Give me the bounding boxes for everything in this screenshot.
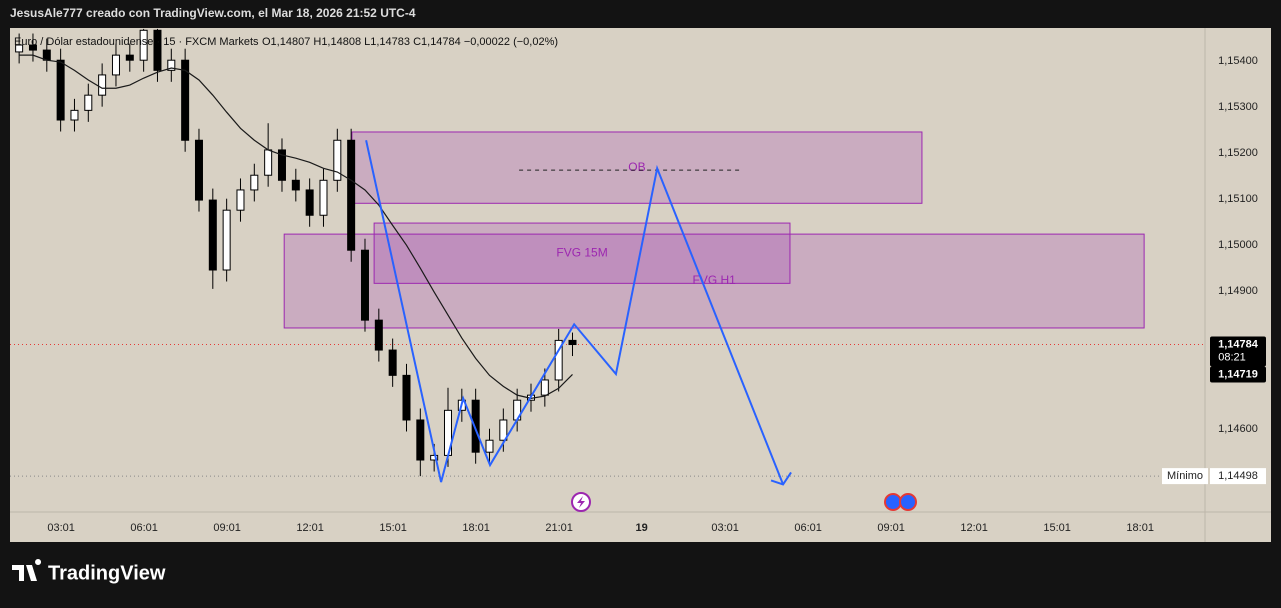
- candle-body: [319, 179, 328, 216]
- candle-body: [250, 174, 259, 191]
- candle-body: [139, 29, 148, 61]
- candle-body: [333, 139, 342, 181]
- candle-body: [347, 139, 356, 251]
- zone: [351, 131, 923, 204]
- last-price-tag: [1210, 336, 1266, 367]
- candle-body: [374, 319, 383, 351]
- y-tick-label: 1,15000: [1218, 239, 1258, 251]
- candle-body: [430, 454, 439, 461]
- x-tick-label: 19: [636, 522, 648, 534]
- x-tick-label: 03:01: [47, 522, 75, 534]
- candle-body: [84, 94, 93, 111]
- candle-body: [125, 54, 134, 61]
- x-tick-label: 06:01: [130, 522, 158, 534]
- candle-body: [402, 374, 411, 421]
- zone-label: FVG 15M: [556, 245, 607, 259]
- y-tick-label: 1,14600: [1218, 423, 1258, 435]
- ma-tag: [1210, 366, 1266, 383]
- low-tag: [1210, 468, 1266, 485]
- y-tick-label: 1,15100: [1218, 193, 1258, 205]
- candle-body: [56, 59, 65, 121]
- legend-symbol: Euro / Dólar estadounidense · 15 · FXCM …: [14, 36, 259, 48]
- zone: [373, 222, 791, 284]
- x-tick-label: 15:01: [379, 522, 407, 534]
- x-tick-label: 12:01: [960, 522, 988, 534]
- low-value: 1,14498: [1218, 470, 1258, 482]
- candle-body: [264, 149, 273, 176]
- last-price: 1,14784: [1218, 338, 1259, 350]
- candle-body: [485, 439, 494, 453]
- y-tick-label: 1,15300: [1218, 101, 1258, 113]
- x-tick-label: 09:01: [213, 522, 241, 534]
- x-tick-label: 09:01: [877, 522, 905, 534]
- candle-body: [388, 349, 397, 376]
- candle-body: [471, 399, 480, 453]
- x-tick-label: 21:01: [545, 522, 573, 534]
- candle-body: [111, 54, 120, 76]
- x-tick-label: 06:01: [794, 522, 822, 534]
- candle-body: [222, 209, 231, 271]
- chart-bg: [10, 28, 1271, 542]
- projection-arrowhead: [770, 471, 792, 486]
- brand-logo: [12, 559, 42, 581]
- candle-body: [208, 199, 217, 271]
- x-tick-label: 12:01: [296, 522, 324, 534]
- candle-body: [28, 44, 37, 51]
- x-tick-label: 18:01: [1126, 522, 1154, 534]
- candle-body: [236, 189, 245, 211]
- candle-body: [554, 339, 563, 381]
- candle-body: [305, 189, 314, 216]
- candle-body: [15, 44, 24, 53]
- zone-label: OB: [628, 160, 645, 174]
- legend-ohlc: O1,14807 H1,14808 L1,14783 C1,14784 −0,0…: [262, 36, 558, 48]
- candle-body: [360, 249, 369, 321]
- event-icons: [884, 493, 917, 511]
- candle-body: [291, 179, 300, 191]
- y-tick-label: 1,14900: [1218, 285, 1258, 297]
- candle-body: [70, 109, 79, 121]
- candle-body: [499, 419, 508, 441]
- x-tick-label: 18:01: [462, 522, 490, 534]
- x-tick-label: 15:01: [1043, 522, 1071, 534]
- countdown: 08:21: [1218, 351, 1246, 363]
- low-name: Mínimo: [1167, 470, 1203, 482]
- y-tick-label: 1,15200: [1218, 147, 1258, 159]
- moving-average: [19, 54, 573, 399]
- low-name-tag: [1162, 468, 1208, 485]
- x-tick-label: 03:01: [711, 522, 739, 534]
- flash-icon: [571, 492, 591, 512]
- header: JesusAle777 creado con TradingView.com, …: [10, 6, 416, 20]
- ma-value: 1,14719: [1218, 368, 1258, 380]
- projection-path: [365, 140, 784, 485]
- candle-body: [98, 74, 107, 96]
- brand: TradingView: [48, 562, 166, 584]
- candle-body: [540, 379, 549, 396]
- candle-body: [277, 149, 286, 181]
- candle-body: [153, 29, 162, 71]
- candle-body: [194, 139, 203, 201]
- candle-body: [181, 59, 190, 141]
- candle-body: [167, 59, 176, 71]
- candle-body: [416, 419, 425, 461]
- y-tick-label: 1,15400: [1218, 55, 1258, 67]
- candle-body: [568, 339, 577, 346]
